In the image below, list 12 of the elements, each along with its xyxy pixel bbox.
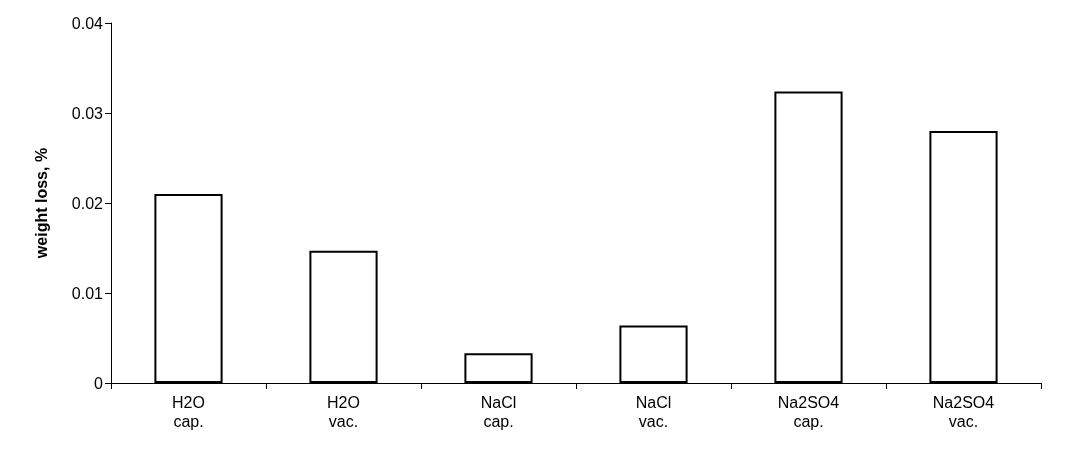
x-tick-label: H2O cap. [172,394,205,430]
x-tick-label: NaCl cap. [480,394,517,430]
y-axis-title: weight loss, % [32,147,50,260]
y-tick-label: 0.01 [71,284,104,302]
x-tick-label: NaCl vac. [635,394,672,430]
y-tick-label: 0.02 [71,194,104,212]
x-tick-label: Na2SO4 cap. [777,394,840,430]
y-tick-label: 0 [94,374,104,392]
y-tick-label: 0.03 [71,104,104,122]
x-tick-label: Na2SO4 vac. [932,394,995,430]
x-tick-label: H2O vac. [327,394,360,430]
y-tick-label: 0.04 [71,14,104,32]
